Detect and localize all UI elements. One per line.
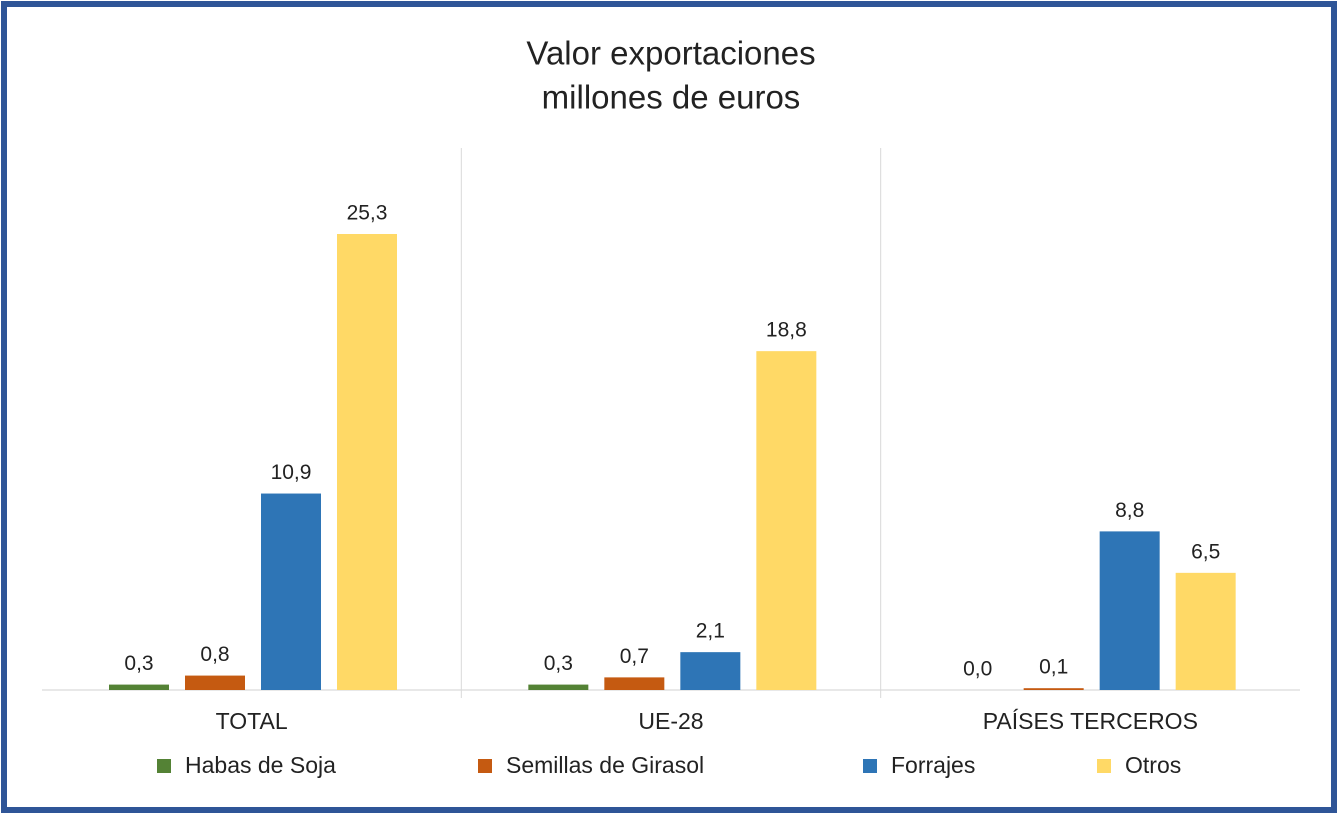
- chart-subtitle: millones de euros: [542, 79, 801, 116]
- legend-label: Otros: [1125, 752, 1181, 778]
- bar: [337, 234, 397, 690]
- bar: [756, 351, 817, 690]
- data-label: 0,8: [200, 643, 229, 666]
- bar: [1175, 572, 1236, 690]
- legend-swatch: [863, 759, 877, 773]
- data-label: 0,1: [1039, 656, 1068, 679]
- bar: [528, 684, 589, 690]
- x-tick-label: TOTAL: [216, 708, 288, 734]
- data-label: 0,3: [124, 652, 153, 675]
- bar: [261, 493, 321, 690]
- data-label: 0,7: [620, 645, 649, 668]
- bar: [1099, 531, 1160, 690]
- data-label: 18,8: [766, 319, 807, 342]
- bar: [680, 652, 741, 690]
- chart-title: Valor exportaciones: [526, 35, 815, 72]
- bar: [185, 675, 245, 690]
- legend-label: Semillas de Girasol: [506, 752, 704, 778]
- legend-label: Habas de Soja: [185, 752, 336, 778]
- bar: [109, 684, 169, 690]
- data-label: 25,3: [347, 202, 388, 225]
- data-label: 8,8: [1115, 499, 1144, 522]
- bar: [604, 677, 665, 690]
- data-label: 2,1: [696, 620, 725, 643]
- data-label: 10,9: [271, 461, 312, 484]
- x-tick-label: PAÍSES TERCEROS: [983, 708, 1198, 734]
- x-tick-label: UE-28: [638, 708, 703, 734]
- legend-swatch: [1097, 759, 1111, 773]
- legend-swatch: [157, 759, 171, 773]
- data-label: 0,3: [544, 652, 573, 675]
- legend-label: Forrajes: [891, 752, 975, 778]
- bar: [1023, 688, 1084, 690]
- data-label: 0,0: [963, 658, 992, 681]
- data-label: 6,5: [1191, 540, 1220, 563]
- legend-swatch: [478, 759, 492, 773]
